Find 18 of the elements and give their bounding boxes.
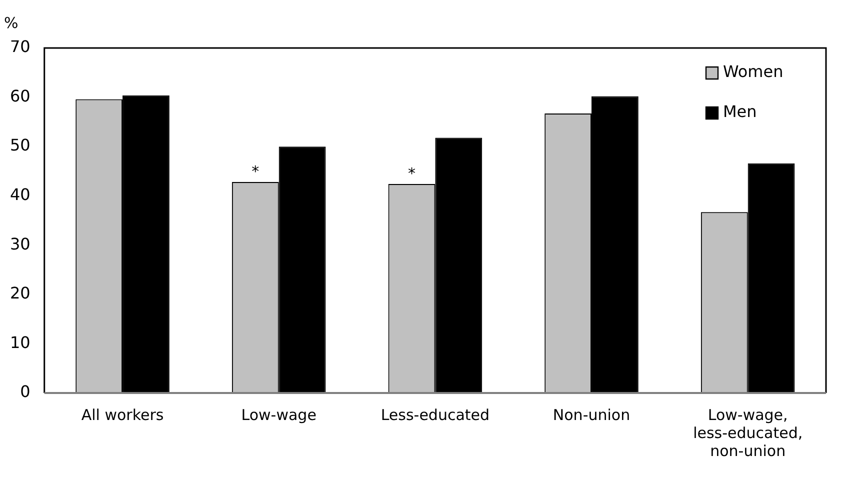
y-tick-label: 30 xyxy=(10,234,30,254)
x-tick-label: Less-educated xyxy=(380,406,490,424)
y-tick-label: 70 xyxy=(10,37,30,56)
y-tick-label: 0 xyxy=(20,382,30,402)
y-axis-title: % xyxy=(4,14,18,32)
y-tick-label: 40 xyxy=(10,185,30,204)
y-tick-label: 20 xyxy=(10,284,30,303)
y-tick-label: 10 xyxy=(10,332,30,352)
x-tick-label: All workers xyxy=(81,406,164,424)
x-tick-label: Low-wage, less-educated, non-union xyxy=(693,406,803,460)
annotation: * xyxy=(252,162,260,180)
annotation: * xyxy=(408,164,416,182)
y-tick-label: 60 xyxy=(10,86,30,106)
x-tick-label: Non-union xyxy=(552,406,630,424)
x-tick-label: Low-wage xyxy=(241,406,316,424)
legend-label: Women xyxy=(723,62,784,82)
y-tick-label: 50 xyxy=(10,136,30,155)
legend-label: Men xyxy=(723,102,757,122)
